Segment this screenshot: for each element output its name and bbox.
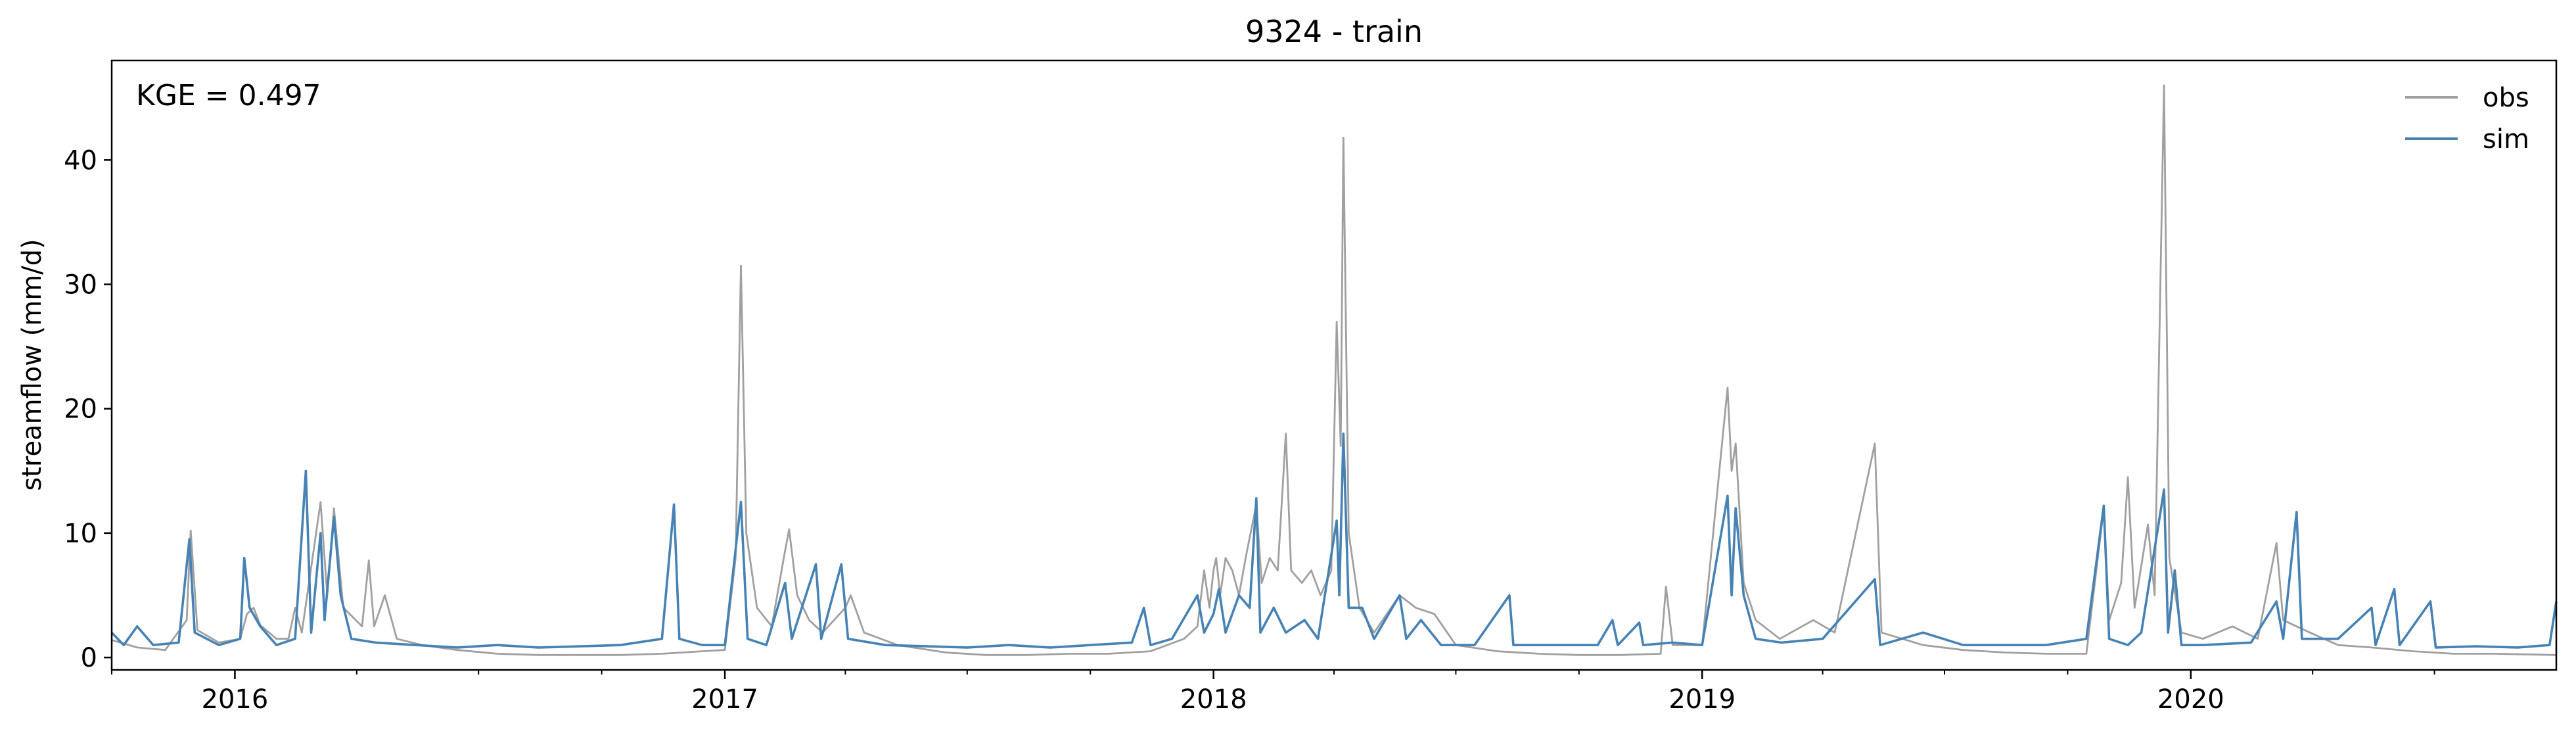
legend-label-obs: obs (2483, 83, 2529, 113)
y-tick-label: 20 (64, 394, 97, 425)
y-tick-label: 0 (81, 643, 97, 673)
legend-label-sim: sim (2483, 124, 2529, 154)
series-layer (110, 84, 2558, 656)
chart-title: 9324 - train (1245, 14, 1423, 49)
kge-annotation: KGE = 0.497 (136, 79, 321, 112)
x-tick-label: 2017 (691, 684, 758, 715)
x-tick-label: 2020 (2157, 684, 2224, 715)
y-tick-label: 10 (64, 519, 97, 549)
series-line-sim (110, 432, 2558, 649)
y-axis-label: streamflow (mm/d) (17, 239, 47, 490)
x-tick-label: 2016 (202, 684, 269, 715)
x-tick-label: 2018 (1180, 684, 1247, 715)
plot-frame (110, 59, 2558, 671)
y-tick-label: 30 (64, 270, 97, 300)
y-tick-label: 40 (64, 145, 97, 176)
axes-layer: 0 10 20 30 40 2016 2017 2018 2019 2020 (64, 145, 2435, 715)
x-tick-label: 2019 (1668, 684, 1736, 715)
legend: obs sim (2405, 83, 2529, 154)
plot-area-background (112, 60, 2556, 670)
